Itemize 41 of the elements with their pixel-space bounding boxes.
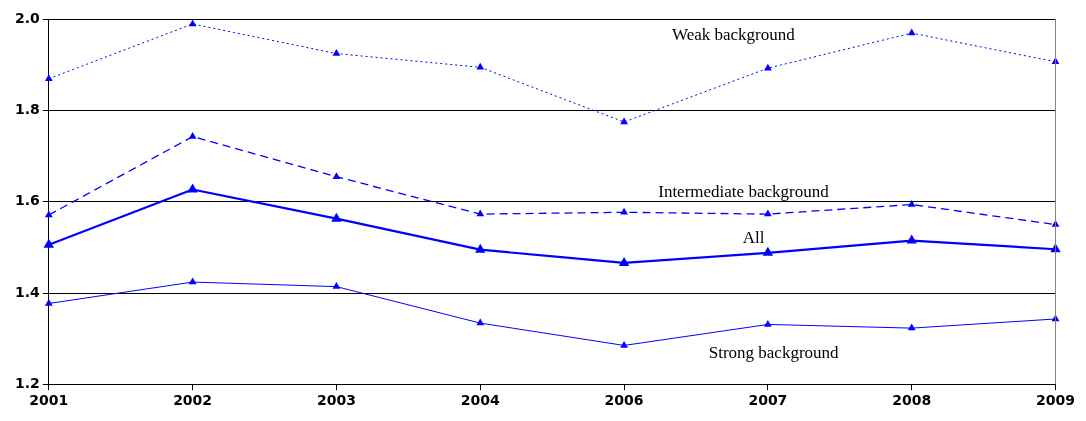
point — [44, 74, 53, 81]
x-tick-label: 2009 — [1036, 392, 1075, 409]
point — [763, 209, 772, 217]
point — [907, 323, 916, 331]
series-label: All — [742, 227, 765, 247]
x-tick-label: 2002 — [173, 392, 213, 409]
series-label: Strong background — [708, 342, 840, 362]
point — [44, 298, 53, 306]
point — [44, 210, 53, 218]
point — [188, 277, 197, 285]
x-tick-label: 2008 — [892, 392, 932, 409]
x-tick-label: 2001 — [29, 392, 69, 409]
x-tick-label: 2006 — [604, 392, 644, 409]
point — [906, 234, 917, 244]
point — [332, 49, 341, 56]
point — [907, 200, 916, 207]
point — [332, 172, 341, 179]
series-label: Weak background — [671, 25, 796, 45]
series-label: Intermediate background — [658, 182, 830, 202]
point — [907, 28, 916, 36]
point — [331, 212, 342, 222]
point — [762, 246, 774, 256]
point — [476, 62, 485, 70]
point — [620, 340, 628, 348]
y-tick-label: 1.4 — [14, 283, 41, 300]
x-tick-label: 2004 — [460, 392, 500, 409]
point — [332, 282, 341, 289]
y-tick-label: 2.0 — [14, 10, 41, 27]
point — [188, 19, 197, 27]
y-tick-label: 1.6 — [14, 192, 40, 209]
point — [618, 256, 630, 266]
point — [43, 238, 54, 248]
point — [188, 132, 197, 139]
y-tick-label: 1.2 — [14, 374, 40, 391]
point — [620, 207, 628, 215]
point — [763, 319, 772, 327]
point — [620, 117, 628, 125]
x-tick-label: 2003 — [316, 392, 356, 409]
y-tick-label: 1.8 — [14, 101, 40, 118]
point — [475, 243, 486, 253]
x-tick-label: 2007 — [748, 392, 788, 409]
